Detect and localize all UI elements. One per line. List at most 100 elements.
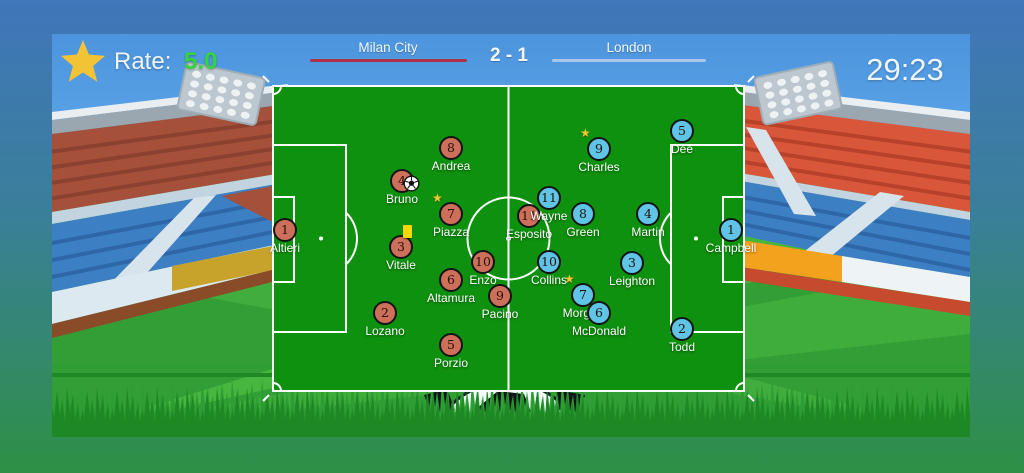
player-circle[interactable]: 10 (471, 250, 495, 274)
player-circle[interactable]: 11 (517, 204, 541, 228)
player-number: 5 (447, 336, 455, 352)
star-icon: ★ (564, 272, 575, 286)
player-circle[interactable]: 7 (571, 283, 595, 307)
player-circle[interactable]: 3 (389, 235, 413, 259)
player-name: Campbell (705, 241, 757, 255)
player-name: Todd (668, 340, 696, 354)
player-chip[interactable]: 11 Wayne (531, 186, 567, 223)
player-circle[interactable]: 3 (620, 251, 644, 275)
player-name: Collins (530, 273, 568, 287)
player-number: 4 (644, 205, 652, 221)
bottom-overlay (52, 365, 970, 437)
home-team-underline (310, 59, 467, 62)
player-number: 11 (541, 189, 557, 205)
player-chip[interactable]: 8 Andrea (432, 136, 470, 173)
player-chip[interactable]: 4 Martin (631, 202, 665, 239)
player-name: Martin (631, 225, 665, 239)
player-circle[interactable]: 6 (439, 268, 463, 292)
player-circle[interactable]: 9 (488, 284, 512, 308)
player-chip[interactable]: 10 Enzo (469, 250, 497, 287)
player-chip[interactable]: 7 ★ Piazza (432, 192, 469, 239)
player-chip[interactable]: 3 Vitale (386, 225, 416, 272)
floodlight-left (176, 61, 266, 126)
ball-icon (403, 175, 420, 192)
player-circle[interactable]: 5 (670, 119, 694, 143)
player-circle[interactable]: 5 (439, 333, 463, 357)
player-name: Charles (578, 160, 620, 174)
player-number: 7 (447, 205, 455, 221)
floodlight-right (753, 61, 843, 126)
player-circle[interactable]: 1 (719, 218, 743, 242)
player-number: 9 (496, 287, 504, 303)
player-name: McDonald (571, 324, 627, 338)
player-chip[interactable]: 2 Todd (669, 317, 695, 354)
player-number: 3 (628, 254, 636, 270)
player-number: 8 (447, 139, 455, 155)
player-circle[interactable]: 7 (439, 202, 463, 226)
player-name: Altieri (269, 241, 301, 255)
player-chip[interactable]: 1 Altieri (270, 218, 300, 255)
player-circle[interactable]: 8 (439, 136, 463, 160)
scoreboard: Milan City 2 - 1 London (52, 34, 970, 74)
pitch: 11 Esposito 10 Enzo 9 Pacino 8 Andrea 7 ★ Piazza 6 A… (262, 75, 756, 402)
player-number: 9 (595, 140, 603, 156)
player-circle[interactable]: 9 (587, 137, 611, 161)
player-name: Dee (670, 142, 694, 156)
player-chip[interactable]: 5 Dee (670, 119, 694, 156)
player-name: Piazza (432, 225, 470, 239)
player-name: Pacino (481, 307, 519, 321)
rate-value: 5.0 (184, 48, 218, 75)
away-team-underline (552, 59, 706, 62)
player-number: 5 (678, 122, 686, 138)
player-circle[interactable]: 10 (537, 250, 561, 274)
player-circle[interactable]: 2 (670, 317, 694, 341)
player-name: Lozano (365, 324, 405, 338)
player-chip[interactable]: 11 Esposito (506, 204, 552, 241)
player-chip[interactable]: 5 Porzio (434, 333, 468, 370)
player-chip[interactable]: 9 Pacino (482, 284, 518, 321)
player-chip[interactable]: 6 McDonald (572, 301, 626, 338)
rate-display: Rate: 5.0 (60, 40, 217, 84)
player-number: 6 (595, 304, 603, 320)
player-circle[interactable]: 4 (636, 202, 660, 226)
player-number: 8 (579, 205, 587, 221)
player-number: 1 (727, 221, 735, 237)
player-chip[interactable]: 9 ★ Charles (578, 127, 619, 174)
player-chip[interactable]: 2 Lozano (365, 301, 405, 338)
player-name: Leighton (608, 274, 656, 288)
player-name: Enzo (469, 273, 497, 287)
player-number: 10 (541, 253, 557, 269)
player-chip[interactable]: 4 Bruno (386, 169, 420, 206)
player-number: 4 (398, 172, 406, 188)
player-name: Altamura (426, 291, 476, 305)
player-number: 1 (281, 221, 289, 237)
player-number: 2 (678, 320, 686, 336)
match-score: 2 - 1 (489, 45, 529, 66)
player-name: Andrea (431, 159, 471, 173)
left-stand (52, 84, 288, 338)
player-circle[interactable]: 11 (537, 186, 561, 210)
player-number: 11 (521, 207, 537, 223)
player-circle[interactable]: 8 (571, 202, 595, 226)
player-name: Bruno (385, 192, 419, 206)
yellow-card-icon (403, 225, 412, 238)
player-chip[interactable]: 1 Campbell (706, 218, 756, 255)
star-icon: ★ (580, 126, 591, 140)
player-chip[interactable]: 3 Leighton (609, 251, 655, 288)
away-team-name: London (606, 40, 652, 55)
rate-label: Rate: (114, 48, 172, 75)
player-chip[interactable]: 10 Collins (531, 250, 567, 287)
player-circle[interactable]: 1 (273, 218, 297, 242)
player-chip[interactable]: 8 Green (566, 202, 600, 239)
game-viewport: Rate: 5.0 Milan City 2 - 1 London 29:23 (52, 34, 970, 437)
match-timer: 29:23 (866, 52, 944, 87)
player-chip[interactable]: 6 Altamura (427, 268, 475, 305)
player-number: 3 (397, 238, 405, 254)
player-name: Vitale (386, 258, 416, 272)
player-circle[interactable]: 6 (587, 301, 611, 325)
right-stand (734, 84, 970, 316)
home-team-name: Milan City (358, 40, 418, 55)
player-circle[interactable]: 2 (373, 301, 397, 325)
player-name: Porzio (433, 356, 469, 370)
